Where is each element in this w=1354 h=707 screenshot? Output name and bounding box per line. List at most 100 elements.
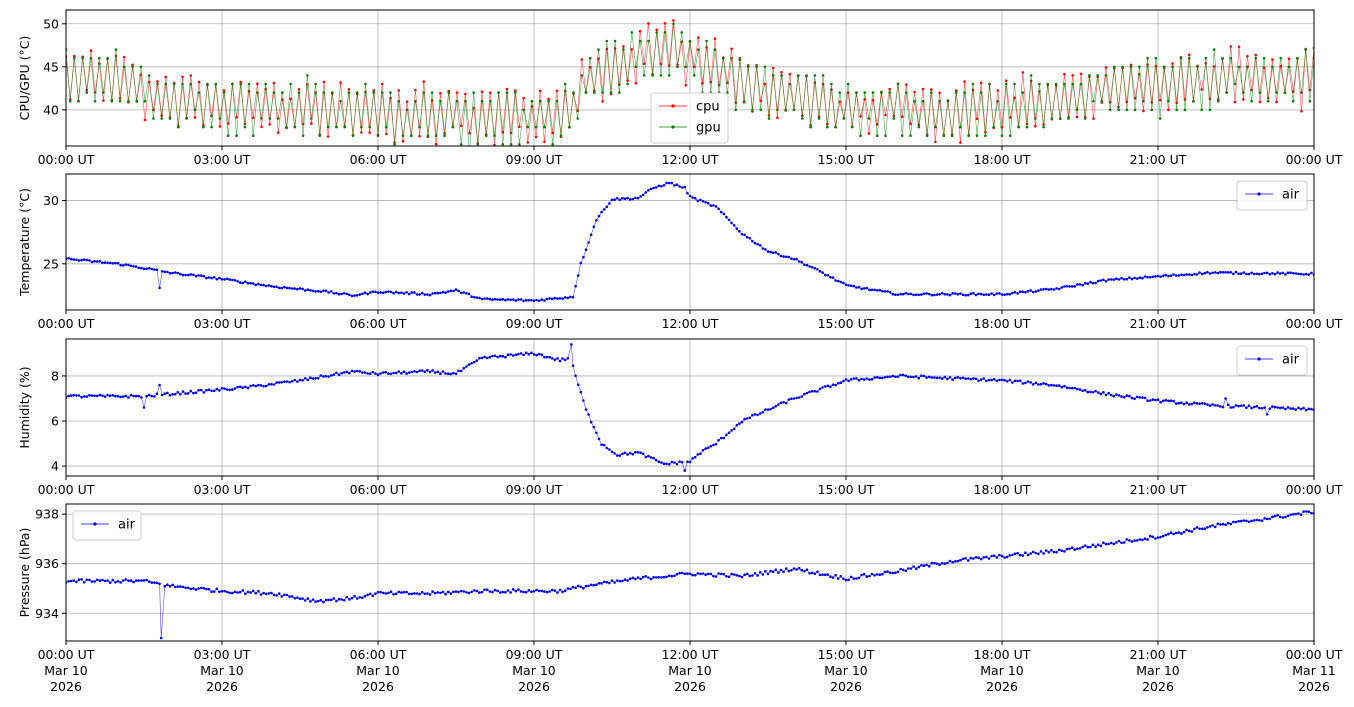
x-tick-label: 18:00 UT: [974, 482, 1031, 497]
data-point-air: [160, 393, 164, 397]
data-point-air: [374, 372, 377, 375]
data-point-air: [1208, 525, 1212, 528]
data-point-cpu: [1167, 108, 1170, 112]
data-point-cpu: [975, 117, 979, 121]
data-point-air: [699, 452, 702, 456]
data-point-gpu: [921, 99, 925, 103]
data-point-gpu: [1009, 134, 1012, 137]
data-point-air: [413, 370, 416, 373]
data-point-air: [621, 579, 624, 583]
data-point-air: [1185, 528, 1188, 532]
data-point-air: [342, 371, 346, 374]
data-point-air: [657, 460, 661, 464]
data-point-gpu: [122, 65, 126, 69]
data-point-air: [1221, 271, 1225, 274]
data-point-air: [392, 291, 395, 295]
data-point-air: [69, 257, 73, 261]
data-point-gpu: [826, 125, 829, 129]
data-point-air: [1070, 546, 1074, 549]
data-point-gpu: [618, 91, 621, 94]
data-point-air: [285, 593, 289, 597]
data-point-air: [316, 289, 320, 293]
data-point-cpu: [385, 132, 388, 136]
data-point-air: [371, 290, 375, 293]
data-point-air: [1213, 271, 1217, 274]
data-point-air: [1216, 404, 1220, 407]
data-point-air: [761, 573, 765, 576]
data-point-air: [298, 287, 302, 290]
data-point-air: [842, 379, 845, 383]
data-point-air: [953, 292, 957, 295]
data-point-air: [592, 225, 596, 228]
data-point-gpu: [231, 82, 234, 86]
data-point-air: [1099, 392, 1103, 396]
data-point-air: [735, 574, 739, 577]
data-point-air: [1052, 550, 1056, 554]
data-point-air: [311, 377, 315, 380]
data-point-cpu: [256, 82, 259, 85]
data-point-air: [1206, 403, 1209, 406]
data-point-gpu: [801, 117, 804, 120]
data-point-gpu: [314, 82, 317, 86]
data-point-air: [683, 469, 687, 472]
x-tick-label: 21:00 UT Mar 10 2026: [1130, 647, 1187, 694]
data-point-air: [324, 374, 328, 378]
data-point-air: [1120, 395, 1123, 398]
data-point-air: [467, 292, 471, 296]
data-point-air: [735, 227, 739, 230]
data-point-air: [701, 200, 705, 203]
data-point-air: [353, 370, 356, 373]
data-point-air: [691, 196, 694, 199]
data-point-air: [972, 377, 975, 380]
data-point-cpu: [788, 72, 792, 76]
data-point-air: [530, 590, 533, 594]
data-point-air: [569, 295, 572, 299]
data-point-air: [1081, 389, 1084, 393]
data-point-air: [584, 584, 588, 588]
data-point-gpu: [476, 143, 480, 146]
data-point-cpu: [397, 89, 401, 92]
data-point-gpu: [177, 125, 180, 129]
data-point-cpu: [251, 116, 255, 119]
data-point-air: [1068, 285, 1071, 288]
data-point-air: [743, 233, 746, 237]
data-point-gpu: [1296, 56, 1299, 60]
y-tick-label: 936: [35, 556, 59, 571]
data-point-air: [496, 355, 499, 359]
data-point-gpu: [389, 91, 392, 94]
data-point-gpu: [655, 31, 658, 34]
data-point-gpu: [896, 82, 900, 86]
data-point-gpu: [193, 108, 197, 112]
data-point-air: [478, 296, 481, 300]
data-point-air: [1099, 544, 1103, 548]
data-point-air: [413, 291, 416, 294]
data-point-gpu: [572, 91, 575, 94]
data-point-air: [886, 290, 889, 293]
data-point-air: [1047, 288, 1051, 291]
data-point-air: [743, 573, 746, 577]
data-point-cpu: [1212, 65, 1216, 68]
data-point-air: [223, 278, 226, 281]
data-point-air: [397, 590, 401, 594]
data-point-air: [111, 578, 115, 582]
data-point-air: [1167, 399, 1170, 403]
data-point-air: [1271, 272, 1274, 275]
data-point-air: [1125, 538, 1129, 541]
data-point-air: [1307, 510, 1311, 513]
data-point-air: [459, 291, 463, 295]
data-point-air: [1102, 541, 1105, 544]
data-point-air: [693, 455, 697, 459]
data-point-air: [972, 557, 975, 560]
data-point-gpu: [430, 91, 434, 94]
data-point-air: [907, 567, 910, 570]
data-point-air: [147, 580, 151, 583]
data-point-gpu: [651, 74, 654, 77]
data-point-air: [1213, 404, 1217, 407]
data-point-air: [142, 406, 146, 409]
data-point-air: [184, 273, 187, 277]
data-point-air: [966, 377, 970, 380]
data-point-air: [1224, 397, 1227, 400]
data-point-air: [121, 264, 125, 267]
data-point-air: [1206, 270, 1209, 274]
data-point-air: [309, 600, 312, 603]
